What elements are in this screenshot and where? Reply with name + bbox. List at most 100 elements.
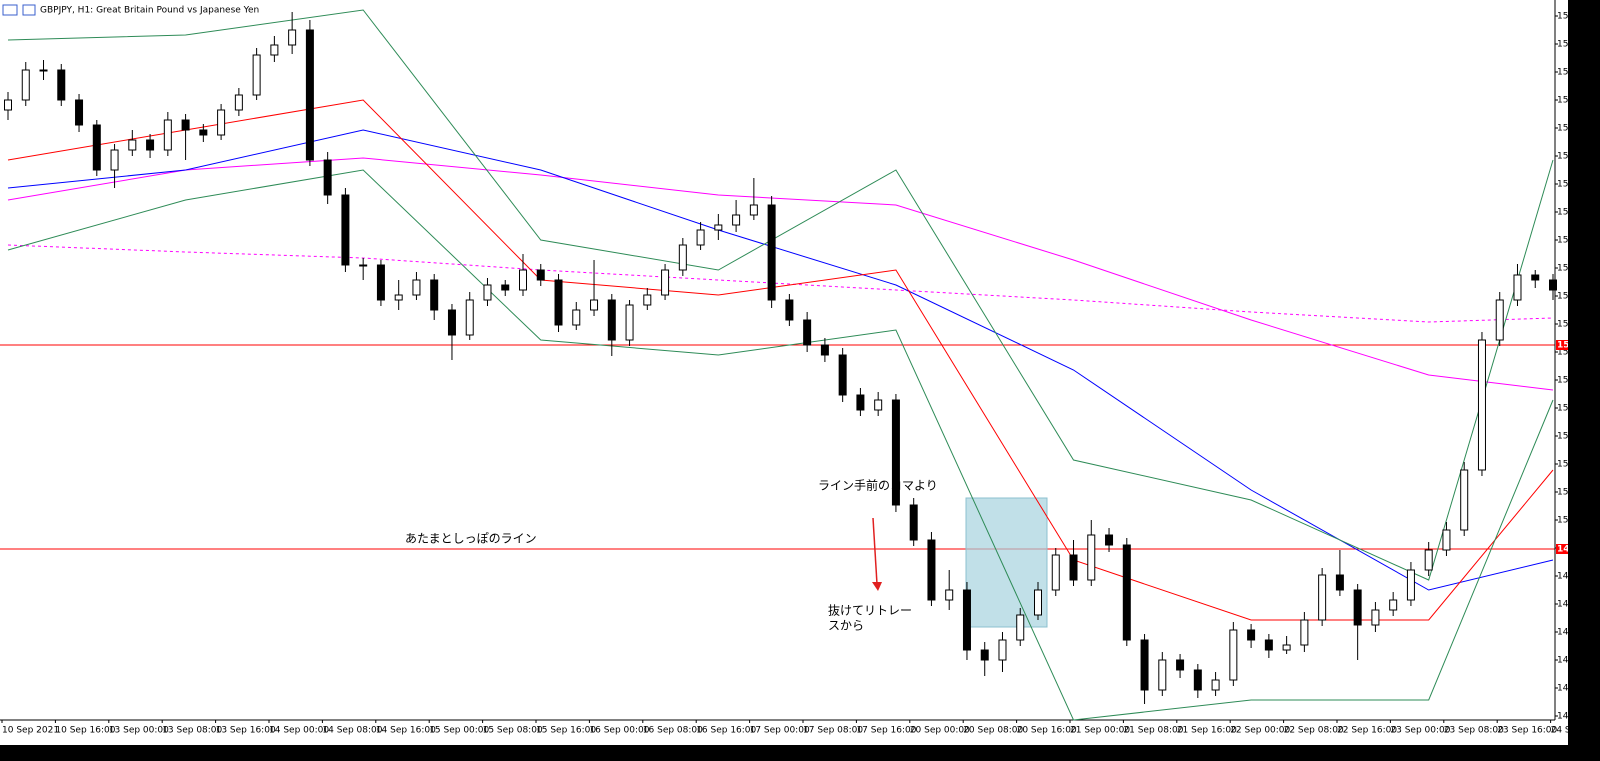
highlight-box bbox=[965, 497, 1048, 628]
candle-body bbox=[483, 284, 492, 301]
y-tick-label: 150.56 bbox=[1557, 404, 1568, 414]
candle-body bbox=[4, 99, 12, 111]
candle-body bbox=[856, 394, 865, 411]
chart: GBPJPY, H1: Great Britain Pound vs Japan… bbox=[0, 0, 1568, 745]
candle-body bbox=[696, 229, 705, 246]
y-tick-label: 151.82 bbox=[1557, 152, 1568, 162]
candle-body bbox=[1176, 659, 1185, 671]
y-tick-label: 151.12 bbox=[1557, 292, 1568, 302]
arrow-head bbox=[872, 582, 882, 591]
candle-body bbox=[57, 69, 66, 101]
x-tick-label: 21 Sep 08:00 bbox=[1123, 726, 1183, 736]
candle-body bbox=[927, 539, 936, 601]
candle-body bbox=[1335, 574, 1344, 591]
y-tick-label: 151.96 bbox=[1557, 124, 1568, 134]
icon bbox=[22, 4, 36, 16]
candle-body bbox=[1051, 554, 1060, 591]
indicator-line bbox=[7, 157, 1554, 391]
candle-body bbox=[181, 119, 190, 131]
candle-body bbox=[92, 124, 101, 171]
candle-body bbox=[1389, 599, 1398, 611]
x-tick-label: 14 Sep 16:00 bbox=[376, 726, 436, 736]
candle-body bbox=[820, 344, 829, 356]
candle-body bbox=[732, 214, 741, 226]
y-tick-label: 151.54 bbox=[1557, 208, 1568, 218]
candle-body bbox=[803, 319, 812, 346]
candle-body bbox=[75, 99, 84, 126]
candle-body bbox=[1282, 644, 1291, 651]
annotation: ライン手前のコマより bbox=[818, 478, 938, 493]
candle-body bbox=[430, 279, 439, 311]
candle-body bbox=[998, 639, 1007, 661]
x-tick-label: 22 Sep 16:00 bbox=[1337, 726, 1397, 736]
candle-body bbox=[1229, 629, 1238, 681]
candle-body bbox=[749, 204, 758, 216]
candle-body bbox=[1424, 549, 1433, 571]
candle-body bbox=[945, 589, 954, 601]
candle-body bbox=[1264, 639, 1273, 651]
candle-body bbox=[465, 299, 474, 336]
candle-body bbox=[1087, 534, 1096, 581]
y-tick-label: 150 bbox=[1557, 516, 1568, 526]
arrow bbox=[872, 517, 878, 585]
candle-body bbox=[1247, 629, 1256, 641]
candle-body bbox=[1300, 619, 1309, 646]
candle-body bbox=[785, 299, 794, 321]
candle-body bbox=[572, 309, 581, 326]
candle-body bbox=[1211, 679, 1220, 691]
candle-body bbox=[146, 139, 155, 151]
price-tag bbox=[1556, 340, 1568, 350]
y-tick-label: 150.7 bbox=[1557, 376, 1568, 386]
candle-body bbox=[980, 649, 989, 661]
candle-body bbox=[288, 29, 297, 46]
x-tick-label: 10 Sep 16:00 bbox=[55, 726, 115, 736]
candle-body bbox=[341, 194, 350, 266]
x-tick-label: 20 Sep 00:00 bbox=[910, 726, 970, 736]
x-tick-label: 23 Sep 00:00 bbox=[1390, 726, 1450, 736]
x-tick-label: 15 Sep 08:00 bbox=[483, 726, 543, 736]
candle-body bbox=[519, 269, 527, 291]
indicator-line bbox=[7, 244, 1554, 323]
candle-body bbox=[678, 244, 687, 271]
x-tick-label: 21 Sep 00:00 bbox=[1070, 726, 1130, 736]
candle-body bbox=[767, 204, 776, 301]
x-tick-label: 17 Sep 00:00 bbox=[750, 726, 810, 736]
candle-body bbox=[1016, 614, 1025, 641]
x-tick-label: 24 S bbox=[1551, 726, 1568, 736]
candle-body bbox=[1193, 669, 1202, 691]
candle-body bbox=[163, 119, 172, 151]
candle-body bbox=[1122, 544, 1131, 641]
candle-body bbox=[1318, 574, 1327, 621]
candle-body bbox=[199, 129, 208, 136]
x-tick-label: 16 Sep 16:00 bbox=[696, 726, 756, 736]
y-tick-label: 149.02 bbox=[1557, 712, 1568, 722]
candle-body bbox=[412, 279, 421, 296]
y-tick-label: 149.16 bbox=[1557, 684, 1568, 694]
candle-body bbox=[217, 109, 226, 136]
chart-title: GBPJPY, H1: Great Britain Pound vs Japan… bbox=[40, 6, 259, 16]
indicator-line bbox=[7, 169, 1554, 721]
candle-body bbox=[1442, 529, 1451, 551]
candle-body bbox=[1034, 589, 1042, 616]
x-tick-label: 23 Sep 16:00 bbox=[1497, 726, 1557, 736]
candle-body bbox=[1549, 279, 1557, 291]
candle-body bbox=[270, 44, 279, 56]
candle-body bbox=[625, 304, 634, 341]
price-tag bbox=[1556, 544, 1568, 554]
x-tick-label: 13 Sep 08:00 bbox=[162, 726, 222, 736]
candle-body bbox=[501, 284, 510, 291]
candle-body bbox=[1353, 589, 1362, 626]
y-tick-label: 152.38 bbox=[1557, 40, 1568, 50]
candle-body bbox=[962, 589, 971, 651]
candle-body bbox=[1531, 274, 1540, 281]
x-tick-label: 10 Sep 2021 bbox=[2, 726, 59, 736]
annotation: 抜けてリトレー bbox=[828, 604, 912, 618]
price-tag-label: 149.855 bbox=[1557, 545, 1568, 555]
x-tick-label: 17 Sep 08:00 bbox=[803, 726, 863, 736]
x-tick-label: 20 Sep 16:00 bbox=[1017, 726, 1077, 736]
x-tick-label: 17 Sep 16:00 bbox=[856, 726, 916, 736]
candle-body bbox=[714, 224, 723, 231]
candle-body bbox=[607, 299, 616, 341]
candle-body bbox=[1140, 639, 1149, 691]
